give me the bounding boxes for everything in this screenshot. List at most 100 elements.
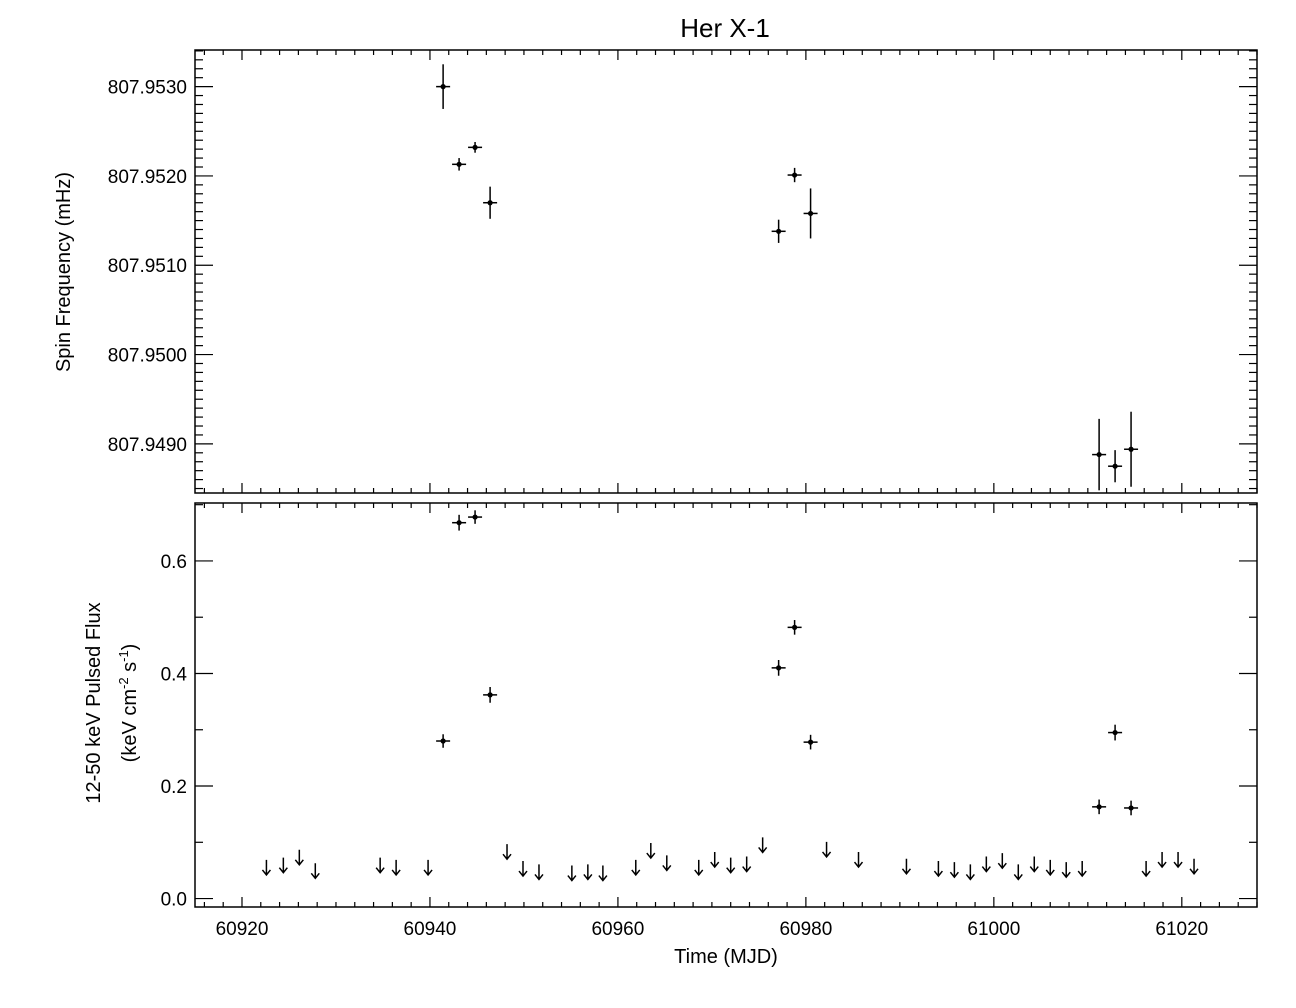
upper-limit-arrow <box>631 859 641 877</box>
x-tick-labels: 60920 60940 60960 60980 61000 61020 <box>216 919 1209 940</box>
pulsed-flux-point <box>1124 800 1139 816</box>
spin-frequency-point <box>1108 450 1123 483</box>
upper-limit-arrow <box>1173 852 1183 869</box>
spin-frequency-point <box>452 158 467 171</box>
upper-limit-arrow <box>726 857 736 874</box>
data-point-marker <box>456 161 462 167</box>
pulsed-flux-point <box>771 659 786 676</box>
bottom-panel-y-tick-labels: 0.0 0.2 0.4 0.6 <box>161 552 188 911</box>
upper-limit-arrow <box>710 852 720 869</box>
spin-frequency-point <box>1092 418 1107 491</box>
data-point-marker <box>440 738 446 744</box>
spin-frequency-point <box>771 219 786 243</box>
upper-limit-arrow <box>821 841 832 859</box>
bottom-panel-frame <box>194 502 1258 908</box>
upper-limit-arrow <box>567 865 577 882</box>
upper-limit-arrow <box>1157 852 1167 869</box>
upper-limit-arrow <box>1061 862 1071 879</box>
top-y-axis-label: Spin Frequency (mHz) <box>53 172 75 372</box>
bottom-panel-ticks <box>195 503 1258 907</box>
y-tick-label: 807.9520 <box>108 167 187 188</box>
bottom-y-axis-label-line1: 12-50 keV Pulsed Flux <box>83 602 105 803</box>
spin-frequency-point <box>436 64 451 109</box>
pulsed-flux-point <box>1092 799 1107 815</box>
upper-limit-arrow <box>423 859 433 877</box>
data-point-marker <box>456 520 462 526</box>
upper-limit-arrow <box>933 861 943 878</box>
data-point-marker <box>792 172 798 178</box>
upper-limit-arrow <box>981 856 991 873</box>
spin-frequency-point <box>468 141 483 153</box>
y-tick-label: 0.2 <box>161 777 187 798</box>
pulsed-flux-panel: 0.0 0.2 0.4 0.6 60920 60940 60960 60980 61000 61… <box>83 502 1258 968</box>
spin-frequency-point <box>1124 411 1139 487</box>
upper-limit-arrow <box>1077 861 1087 878</box>
data-point-marker <box>1112 463 1118 469</box>
pulsed-flux-point <box>436 734 451 748</box>
upper-limit-arrow <box>1045 859 1055 877</box>
upper-limit-arrow <box>278 857 288 874</box>
upper-limit-arrow <box>534 864 544 881</box>
upper-limit-arrow <box>1189 858 1199 876</box>
y-tick-label: 807.9490 <box>108 435 187 456</box>
upper-limit-arrow <box>1141 861 1151 878</box>
y-tick-label: 807.9530 <box>108 78 187 99</box>
x-tick-label: 60980 <box>779 919 832 940</box>
top-panel-ticks <box>195 50 1258 493</box>
x-tick-label: 61020 <box>1155 919 1208 940</box>
data-point-marker <box>776 665 782 671</box>
top-panel-frame <box>194 49 1258 494</box>
spin-frequency-panel: 807.9490 807.9500 807.9510 807.9520 807.9530… <box>53 49 1258 494</box>
data-point-marker <box>487 200 493 206</box>
pulsed-flux-point <box>483 686 498 703</box>
data-point-marker <box>1096 451 1102 458</box>
upper-limit-arrow <box>391 859 401 877</box>
y-tick-label: 0.4 <box>161 664 188 685</box>
data-point-marker <box>1128 446 1134 452</box>
y-tick-label: 0.6 <box>161 552 187 573</box>
data-point-marker <box>472 514 478 520</box>
data-point-marker <box>1112 729 1118 736</box>
upper-limit-arrow <box>294 849 304 866</box>
chart-title: Her X-1 <box>680 13 770 43</box>
upper-limit-arrow <box>758 837 768 854</box>
upper-limit-arrow <box>646 843 656 860</box>
spin-frequency-series <box>436 64 1139 491</box>
pulsed-flux-point <box>1108 724 1123 741</box>
data-point-marker <box>1128 805 1134 811</box>
upper-limit-arrow <box>853 852 864 869</box>
pulsed-flux-point <box>803 734 818 750</box>
upper-limit-arrow <box>518 861 528 878</box>
upper-limit-arrow <box>502 844 512 861</box>
data-point-marker <box>776 228 782 234</box>
data-point-marker <box>1096 804 1102 810</box>
upper-limit-arrow <box>598 865 608 882</box>
x-tick-label: 61000 <box>967 919 1020 940</box>
upper-limit-arrow <box>742 856 752 873</box>
upper-limit-arrow <box>1013 864 1023 881</box>
pulsed-flux-detections <box>436 510 1139 816</box>
upper-limit-arrow <box>662 855 672 872</box>
x-tick-label: 60920 <box>216 919 269 940</box>
upper-limit-arrow <box>997 853 1007 870</box>
data-point-marker <box>792 624 798 630</box>
y-tick-label: 807.9510 <box>108 256 187 277</box>
top-panel-y-tick-labels: 807.9490 807.9500 807.9510 807.9520 807.9530 <box>108 78 187 456</box>
upper-limit-arrow <box>1029 856 1039 873</box>
x-tick-label: 60960 <box>591 919 644 940</box>
data-point-marker <box>472 144 478 150</box>
upper-limit-arrow <box>965 864 975 881</box>
y-tick-label: 807.9500 <box>108 346 187 367</box>
pulsed-flux-upper-limits <box>261 837 1199 882</box>
spin-frequency-point <box>787 167 802 183</box>
upper-limit-arrow <box>375 857 385 874</box>
data-point-marker <box>440 84 446 90</box>
x-tick-label: 60940 <box>404 919 457 940</box>
pulsed-flux-point <box>787 620 802 635</box>
y-tick-label: 0.0 <box>161 890 187 911</box>
data-point-marker <box>807 739 814 745</box>
upper-limit-arrow <box>261 859 272 877</box>
x-axis-label: Time (MJD) <box>674 946 778 968</box>
bottom-y-axis-label-line2: (keV cm-2 s-1) <box>116 644 141 763</box>
